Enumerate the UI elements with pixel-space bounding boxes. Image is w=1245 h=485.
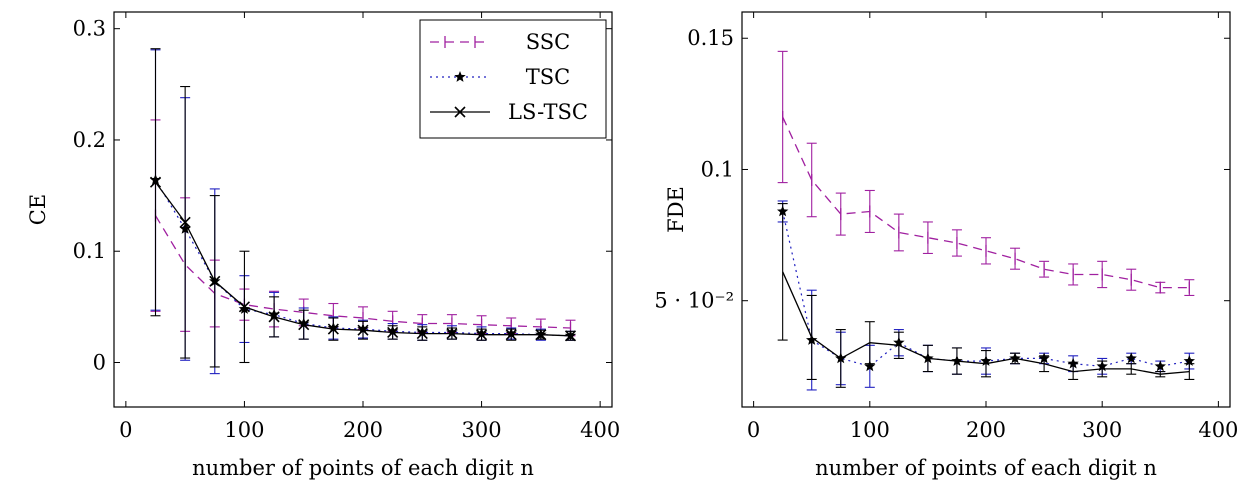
y-tick-label: 0.1 — [73, 239, 106, 263]
data-point — [387, 326, 399, 339]
legend-box — [419, 19, 607, 139]
data-point — [1154, 360, 1166, 372]
x-tick-label: 300 — [1082, 418, 1122, 442]
data-point — [209, 275, 221, 287]
data-point — [327, 323, 339, 335]
x-tick-label: 0 — [119, 418, 132, 442]
x-tick-label: 100 — [850, 418, 890, 442]
y-axis-label: FDE — [664, 186, 688, 233]
data-point — [446, 327, 458, 340]
legend-marker — [454, 106, 466, 118]
x-tick-label: 100 — [224, 418, 264, 442]
y-tick-label: 0.1 — [701, 157, 734, 181]
legend-label: SSC — [526, 30, 570, 54]
y-tick-label: 0.15 — [687, 26, 734, 50]
x-tick-label: 300 — [462, 418, 502, 442]
data-point — [238, 301, 250, 313]
y-tick-label: 5 · 10⁻² — [654, 289, 734, 313]
data-point — [564, 330, 577, 342]
data-point — [864, 360, 876, 372]
series-ls-tsc — [149, 48, 577, 368]
chart-1: 0 100 200 300 400 0 0.1 0.2 0.3 number of points … — [26, 11, 620, 480]
x-axis-label: number of points of each digit n — [192, 456, 534, 480]
series-line — [782, 116, 1190, 289]
data-point — [1067, 357, 1079, 369]
data-point — [476, 329, 488, 341]
data-point — [1125, 352, 1137, 364]
x-tick-label: 200 — [343, 418, 383, 442]
x-axis-label: number of points of each digit n — [815, 456, 1157, 480]
y-tick-label: 0.3 — [73, 17, 106, 41]
y-tick-label: 0.2 — [73, 128, 106, 152]
data-point — [505, 329, 517, 341]
series-line — [782, 271, 1190, 375]
data-point — [268, 311, 280, 323]
data-point — [357, 324, 369, 336]
data-point — [149, 176, 162, 188]
data-point — [298, 319, 310, 331]
x-tick-label: 400 — [580, 418, 620, 442]
x-tick-label: 400 — [1198, 418, 1238, 442]
x-tick-label: 200 — [966, 418, 1006, 442]
series-line — [154, 215, 571, 329]
legend-marker — [454, 71, 466, 82]
legend-label: TSC — [526, 65, 570, 89]
x-tick-label: 0 — [747, 418, 760, 442]
series-ls-tsc — [777, 203, 1195, 388]
legend: SSC TSC LS-TSC — [419, 19, 607, 139]
y-axis-label: CE — [26, 194, 50, 225]
data-point — [416, 327, 428, 340]
data-point — [535, 329, 547, 341]
data-point — [179, 216, 191, 228]
y-tick-label: 0 — [93, 350, 106, 374]
series-ssc — [777, 50, 1195, 297]
chart-2: 0 100 200 300 400 5 · 10⁻² 0.1 0.15 number of po… — [654, 11, 1238, 480]
legend-label: LS-TSC — [508, 100, 588, 124]
